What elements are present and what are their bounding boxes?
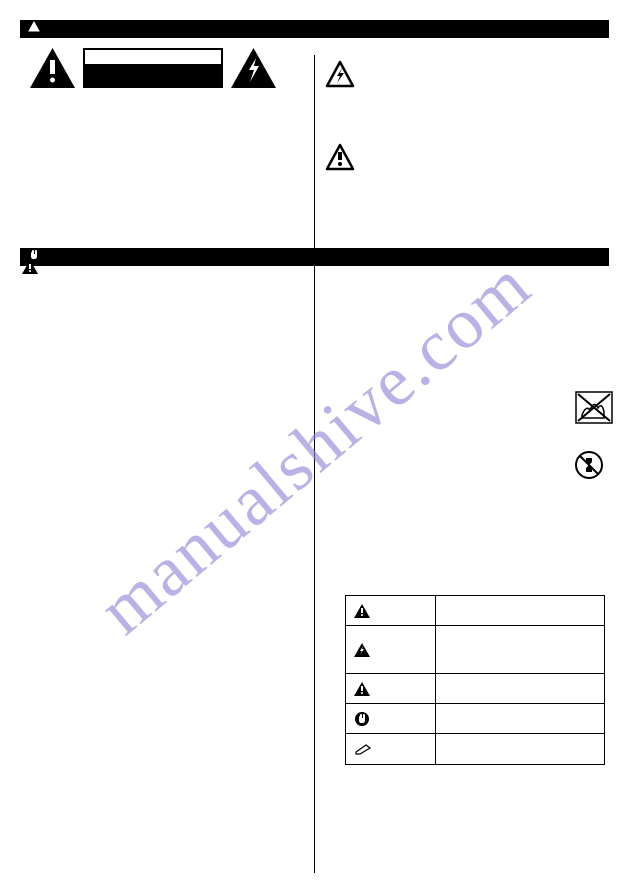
caution-box-fill	[85, 64, 221, 86]
exclamation-triangle-filled-icon	[346, 674, 436, 703]
manual-page: manualshive.com	[0, 0, 629, 893]
lightning-triangle-filled-icon	[346, 626, 436, 673]
symbol-legend-table	[345, 595, 605, 765]
exclamation-outline-icon	[325, 143, 605, 176]
table-cell-text	[436, 626, 604, 673]
lightning-outline-icon	[325, 60, 605, 93]
no-disassemble-icon	[574, 450, 604, 485]
table-row	[346, 734, 604, 764]
table-row	[346, 674, 604, 704]
table-cell-text	[436, 596, 604, 625]
lightning-triangle-icon	[231, 48, 276, 88]
exclamation-triangle-filled-icon	[346, 596, 436, 625]
exclamation-triangle-icon	[30, 48, 75, 88]
warning-icon	[28, 20, 40, 38]
table-row	[346, 704, 604, 734]
table-cell-text	[436, 704, 604, 733]
warning-triangle-small-icon	[22, 260, 38, 279]
table-cell-text	[436, 674, 604, 703]
caution-label-box	[83, 48, 223, 88]
table-cell-text	[436, 734, 604, 764]
right-column	[325, 60, 605, 226]
pencil-icon	[346, 734, 436, 764]
table-row	[346, 596, 604, 626]
section-header-1	[20, 20, 609, 38]
hand-circle-icon	[346, 704, 436, 733]
column-divider	[314, 55, 315, 873]
no-fire-icon	[574, 390, 614, 430]
table-row	[346, 626, 604, 674]
